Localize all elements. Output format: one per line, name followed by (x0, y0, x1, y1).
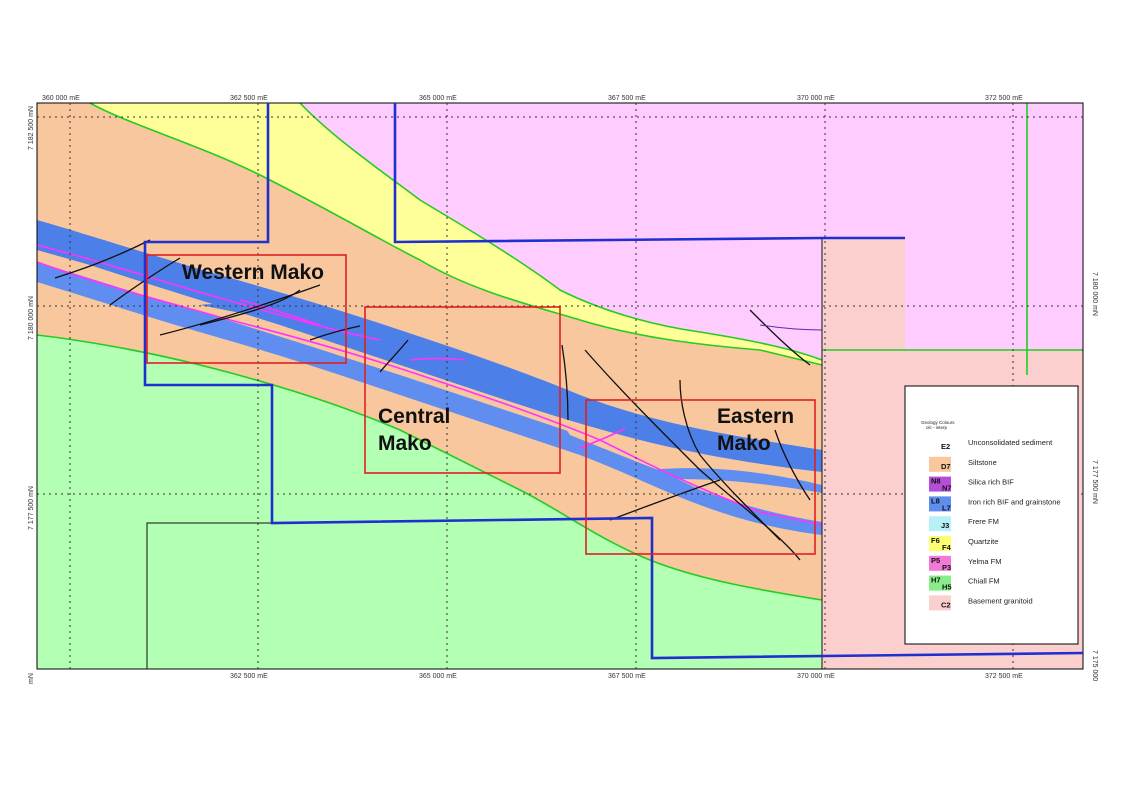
legend-code: N7 (942, 484, 952, 493)
legend-items: E2 Unconsolidated sediment D7 Siltstone N8N7… (928, 436, 1061, 611)
iron-bif-lens-west (200, 304, 340, 330)
left-tick: 7 180 000 mN (28, 296, 35, 340)
left-tick: 7 177 500 mN (28, 486, 35, 530)
legend-code: F4 (942, 543, 952, 552)
legend-code: P5 (931, 556, 940, 565)
western-mako-box (146, 254, 347, 364)
legend-item: E2 Unconsolidated sediment (928, 436, 1053, 453)
legend-code: F6 (931, 536, 940, 545)
bottom-tick: 370 000 mE (797, 673, 835, 680)
map-frame (36, 102, 1084, 670)
left-corner-label: mN (28, 673, 35, 684)
legend-code: C2 (941, 600, 951, 609)
legend-code: N8 (931, 477, 941, 486)
legend-title-line1: Geology Colours (921, 420, 955, 425)
legend-label: Quartzite (968, 537, 998, 546)
legend-swatch (929, 456, 951, 472)
pink-upper-right (905, 103, 1083, 350)
legend-code: D7 (941, 462, 951, 471)
top-tick-labels: 360 000 mE 362 500 mE 365 000 mE 367 500… (42, 95, 1023, 102)
top-tick: 362 500 mE (230, 95, 268, 102)
legend-code: H7 (931, 576, 941, 585)
fault-lines (54, 239, 811, 561)
western-mako-label: Western Mako (182, 261, 324, 284)
iron-bif-lens-central (380, 340, 460, 362)
top-tick: 367 500 mE (608, 95, 646, 102)
legend-label: Chiall FM (968, 577, 1000, 586)
legend-code: E2 (941, 442, 950, 451)
legend-label: Frere FM (968, 517, 999, 526)
eastern-mako-label-line2: Mako (717, 432, 771, 455)
legend: Geology Colours olc - interp E2 Unconsoli… (904, 385, 1079, 645)
bottom-tick: 365 000 mE (419, 673, 457, 680)
legend-code: L7 (942, 503, 951, 512)
legend-swatch (929, 476, 951, 492)
eastern-mako-label-line1: Eastern (717, 405, 794, 428)
central-mako-label-line1: Central (378, 405, 450, 428)
legend-label: Silica rich BIF (968, 478, 1014, 487)
bottom-tick: 372 500 mE (985, 673, 1023, 680)
legend-code: L8 (931, 496, 940, 505)
right-corner-label: 7 175 000 (1091, 650, 1098, 681)
right-tick: 7 177 500 mN (1091, 460, 1098, 504)
iron-bif-lens (650, 468, 822, 493)
right-tick: 7 180 000 mN (1091, 272, 1098, 316)
siltstone-lens (560, 420, 822, 510)
legend-item: D7 Siltstone (929, 456, 997, 472)
legend-item: J3 Frere FM (929, 516, 999, 532)
legend-label: Siltstone (968, 458, 997, 467)
legend-label: Unconsolidated sediment (968, 438, 1053, 447)
yelma-lines (37, 244, 823, 526)
legend-swatch (929, 496, 951, 512)
minor-contact-line (759, 324, 823, 331)
legend-label: Yelma FM (968, 557, 1001, 566)
right-tick-labels: 7 180 000 mN 7 177 500 mN 7 175 000 (1091, 272, 1098, 681)
legend-swatch (929, 555, 951, 571)
legend-code: J3 (941, 521, 949, 530)
eastern-mako-box (585, 399, 816, 555)
legend-code: P3 (942, 563, 951, 572)
legend-swatch (929, 536, 951, 551)
legend-swatch (929, 595, 951, 611)
top-tick: 360 000 mE (42, 95, 80, 102)
prospect-boxes (146, 254, 816, 555)
left-tick: 7 182 500 mN (28, 106, 35, 150)
bottom-tick: 362 500 mE (230, 673, 268, 680)
top-tick: 372 500 mE (985, 95, 1023, 102)
top-tick: 370 000 mE (797, 95, 835, 102)
top-tick: 365 000 mE (419, 95, 457, 102)
left-tick-labels: 7 182 500 mN 7 180 000 mN 7 177 500 mN m… (28, 106, 35, 684)
legend-title-line2: olc - interp (926, 425, 948, 430)
legend-label: Basement granitoid (968, 596, 1033, 605)
iron-bif-band-1 (37, 220, 822, 472)
legend-swatch (929, 575, 951, 591)
legend-swatch (929, 516, 951, 532)
legend-code: H5 (942, 583, 952, 592)
tenement-boundary (143, 103, 1084, 660)
central-mako-label-line2: Mako (378, 432, 432, 455)
chiall-unit-area (37, 335, 822, 669)
bottom-tick-labels: 362 500 mE 365 000 mE 367 500 mE 370 000… (230, 673, 1023, 680)
legend-item: C2 Basement granitoid (929, 595, 1033, 611)
contact-lines (37, 103, 1083, 601)
legend-swatch (928, 436, 952, 453)
legend-label: Iron rich BIF and grainstone (968, 497, 1061, 506)
bottom-tick: 367 500 mE (608, 673, 646, 680)
survey-lines (146, 238, 823, 669)
iron-bif-band-2 (37, 262, 822, 535)
central-mako-box (364, 306, 561, 474)
